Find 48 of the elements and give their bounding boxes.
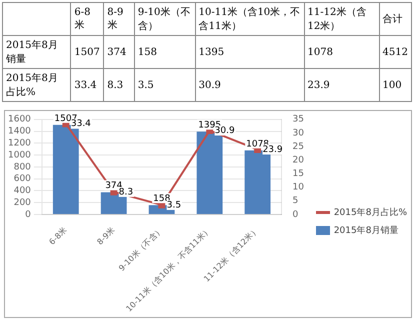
y-tick-label: 0 [25,210,32,220]
data-label: 30.9 [214,126,235,136]
data-label: 3.5 [166,200,182,210]
x-tick-label: 8-9米 [95,225,117,247]
y-tick-label: 200 [14,198,32,208]
y-tick-label: 1400 [8,126,32,137]
text: 23.9 [308,80,330,90]
y2-tick-label: 35 [292,114,304,125]
y2-tick-label: 15 [292,169,304,180]
y2-tick-label: 0 [292,210,299,220]
bar [52,124,79,214]
text: 158 [138,46,157,58]
data-label: 23.9 [262,144,283,155]
category-label: 8-9米 [104,2,134,36]
x-tick-label: 6-8米 [47,225,69,247]
text: 4512 [382,46,408,58]
text: 100 [382,80,402,90]
text: 1078 [308,46,333,58]
text: 374 [107,46,126,58]
text: 8.3 [107,80,124,90]
category-label: 合计 [379,2,412,36]
y-tick-label: 1200 [8,138,32,149]
data-label: 33.4 [70,119,92,130]
category-label: 9-10米（不含） [134,2,196,36]
y-tick-label: 800 [14,162,32,172]
legend-label: 2015年8月销量 [334,224,398,237]
category-label: 6-8米 [70,2,104,36]
y-tick-label: 600 [14,174,32,184]
text: 33.4 [74,80,97,90]
text: 1507 [74,46,100,58]
category-label: 11-12米（含12米） [304,2,379,36]
text: 3.5 [138,80,154,90]
text: 1395 [198,46,224,58]
y2-tick-label: 5 [292,196,298,206]
y2-tick-label: 20 [292,155,304,166]
bar [196,132,223,214]
category-label: 10-11米（含10米，不含11米） [195,2,304,36]
data-label: 8.3 [118,187,134,198]
category-label: 2015年8月销量 [6,40,58,65]
category-label: 2015年8月占比% [6,73,58,98]
y2-tick-label: 30 [292,128,304,138]
y2-tick-label: 25 [292,142,304,152]
y-tick-label: 1600 [8,114,32,125]
legend-label: 2015年8月占比% [334,206,407,219]
text: 30.9 [198,80,221,90]
y2-tick-label: 10 [292,182,304,193]
y-tick-label: 1000 [8,150,32,160]
y-tick-label: 400 [14,186,32,196]
